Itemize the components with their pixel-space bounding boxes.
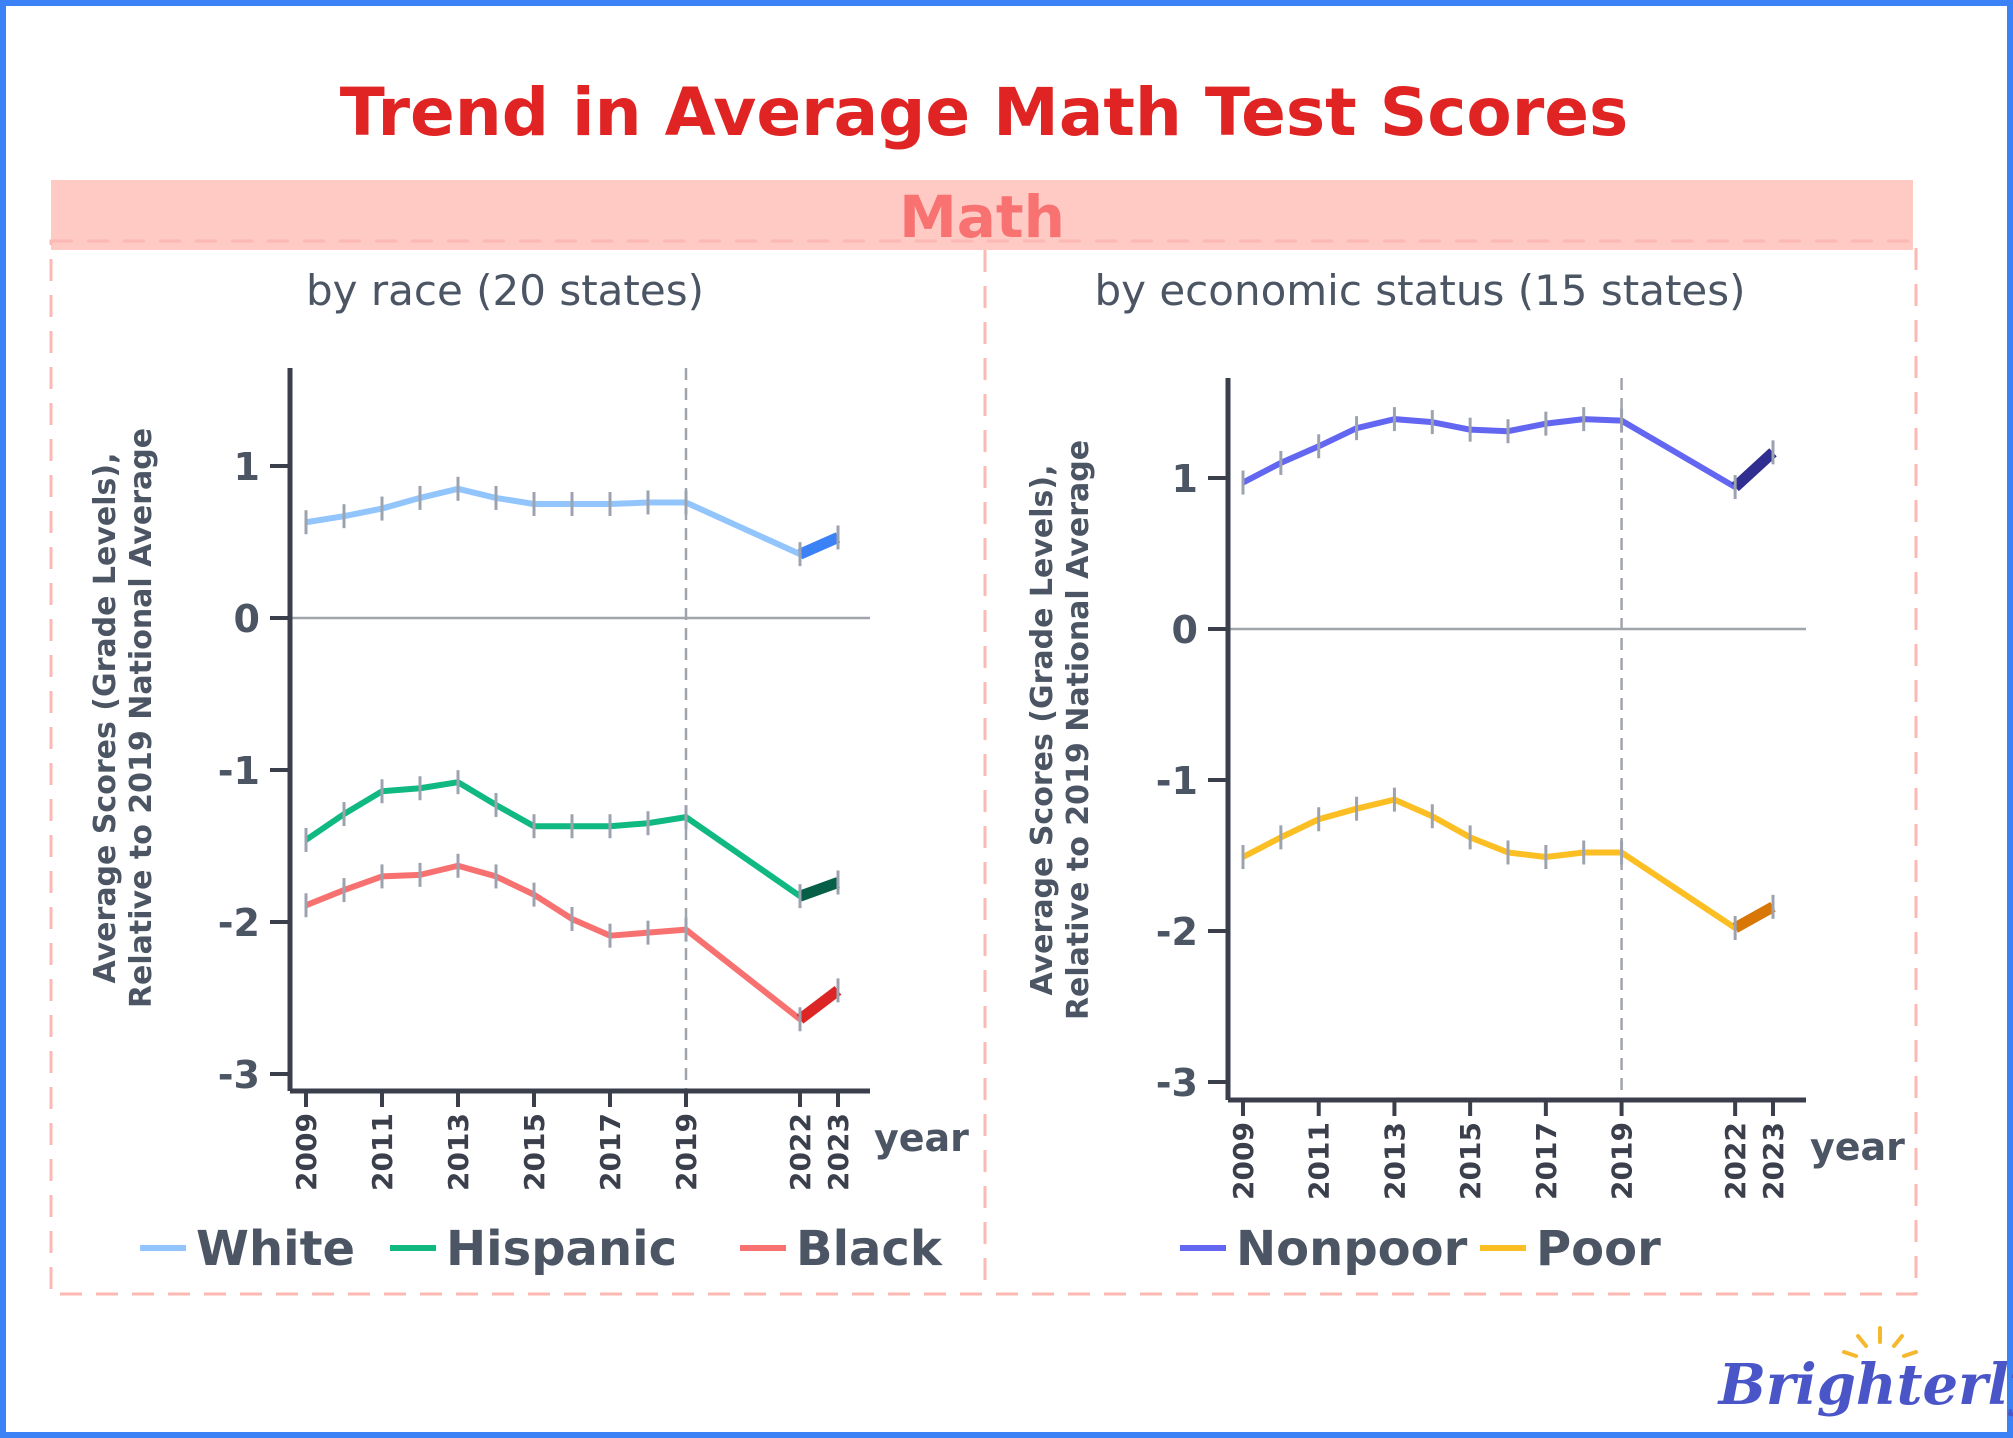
x-axis-label: year [1810, 1125, 1905, 1169]
chart-title: by race (20 states) [306, 266, 704, 315]
y-tick-label: 0 [1172, 608, 1198, 652]
y-tick-label: 1 [234, 445, 260, 489]
x-tick-label: 2011 [366, 1113, 399, 1191]
chart-panel-2: by economic status (15 states) Average Sc… [1025, 266, 1905, 1277]
y-axis-label-line2: Relative to 2019 National Average [124, 428, 159, 1008]
legend-label: Nonpoor [1236, 1221, 1468, 1277]
x-tick-label: 2019 [1606, 1122, 1639, 1200]
y-axis-label: Average Scores (Grade Levels),Relative t… [88, 428, 159, 1008]
x-tick-label: 2022 [784, 1113, 817, 1191]
x-tick-label: 2011 [1303, 1122, 1336, 1200]
x-tick-label: 2013 [1378, 1122, 1411, 1200]
sun-icon [1842, 1326, 1918, 1358]
x-tick-label: 2022 [1719, 1122, 1752, 1200]
x-tick-label: 2009 [1227, 1122, 1260, 1200]
y-axis-label: Average Scores (Grade Levels),Relative t… [1025, 440, 1096, 1020]
legend-label: Black [796, 1221, 943, 1277]
y-tick-label: -2 [218, 901, 260, 945]
series-recent-segment [1731, 448, 1777, 492]
x-tick-label: 2019 [670, 1113, 703, 1191]
x-tick-label: 2017 [1530, 1122, 1563, 1200]
y-axis-label-line1: Average Scores (Grade Levels), [88, 452, 123, 983]
y-tick-label: -2 [1156, 910, 1198, 954]
x-tick-label: 2023 [1757, 1122, 1790, 1200]
series-hispanic [304, 770, 840, 909]
chart-panel-1: by race (20 states) Average Scores (Grade… [88, 266, 969, 1277]
y-tick-label: -1 [1156, 759, 1198, 803]
series-white [304, 476, 841, 567]
series-recent-segment [1732, 902, 1776, 933]
x-tick-label: 2023 [822, 1113, 855, 1191]
y-tick-label: -1 [218, 749, 260, 793]
x-tick-label: 2015 [1454, 1122, 1487, 1200]
legend-label: White [196, 1221, 355, 1277]
chart-title: by economic status (15 states) [1094, 266, 1745, 315]
series-recent-segment [796, 986, 842, 1024]
y-tick-label: 1 [1172, 457, 1198, 501]
series-line [1241, 796, 1737, 931]
x-tick-label: 2013 [442, 1113, 475, 1191]
y-tick-label: 0 [234, 597, 260, 641]
series-nonpoor [1241, 407, 1777, 500]
y-axis-label-line1: Average Scores (Grade Levels), [1025, 464, 1060, 995]
y-tick-label: -3 [218, 1053, 260, 1097]
y-tick-label: -3 [1156, 1061, 1198, 1105]
series-poor [1241, 787, 1776, 940]
series-line [305, 485, 802, 557]
series-black [304, 853, 842, 1032]
series-recent-segment [798, 877, 840, 902]
y-axis-label-line2: Relative to 2019 National Average [1061, 440, 1096, 1020]
x-tick-label: 2017 [594, 1113, 627, 1191]
series-recent-segment [797, 532, 841, 560]
legend-label: Hispanic [446, 1221, 677, 1277]
series-line [1241, 416, 1737, 490]
panel-frame [49, 239, 1918, 1296]
series-line [304, 862, 802, 1022]
math-band [51, 180, 1913, 250]
x-tick-label: 2009 [290, 1113, 323, 1191]
legend-label: Poor [1536, 1221, 1661, 1277]
brighterly-logo: Brighterly [1717, 1326, 2013, 1418]
series-line [304, 779, 802, 899]
main-title: Trend in Average Math Test Scores [340, 74, 1629, 151]
x-tick-label: 2015 [518, 1113, 551, 1191]
logo-text: Brighterly [1717, 1352, 2013, 1418]
x-axis-label: year [874, 1116, 969, 1160]
